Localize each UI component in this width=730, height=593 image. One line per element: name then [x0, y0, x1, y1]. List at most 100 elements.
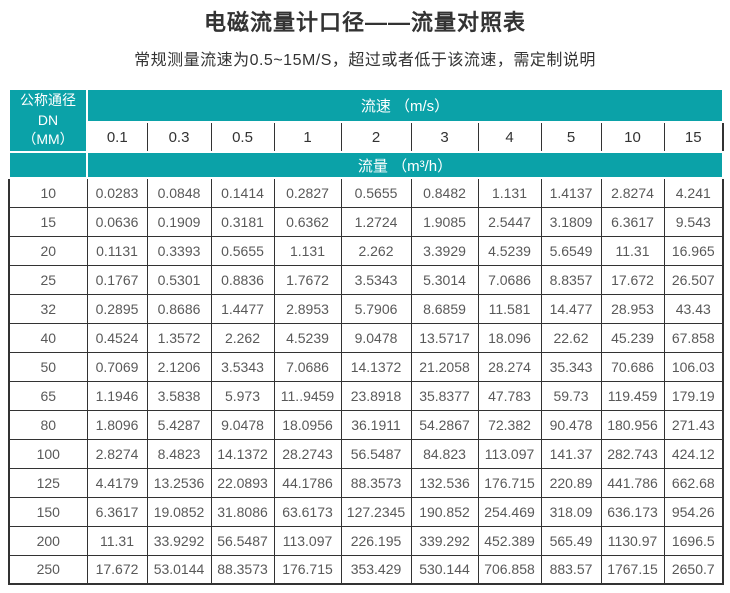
dn-cell: 15: [8, 206, 88, 237]
flow-value-cell: 14.1372: [340, 351, 412, 382]
table-row: 80 1.8096 5.4287 9.0478 18.0956 36.1911 54.286…: [8, 409, 724, 440]
table-row: 100 2.8274 8.4823 14.1372 28.2743 56.5487 84.8…: [8, 438, 724, 469]
flow-value-cell: 14.477: [540, 293, 602, 324]
flow-value-cell: 3.5343: [210, 351, 275, 382]
flow-value-cell: 1.3572: [146, 322, 212, 353]
flow-value-cell: 6.3617: [86, 496, 148, 527]
flow-value-cell: 4.4179: [86, 467, 148, 498]
flow-value-cell: 0.3181: [210, 206, 275, 237]
flow-value-cell: 1130.97: [600, 525, 665, 556]
flow-value-cell: 9.0478: [340, 322, 412, 353]
dn-cell: 50: [8, 351, 88, 382]
dn-cell: 65: [8, 380, 88, 411]
flow-value-cell: 0.5655: [340, 177, 412, 208]
table-row: 125 4.4179 13.2536 22.0893 44.1786 88.3573 132…: [8, 467, 724, 498]
flow-value-cell: 63.6173: [273, 496, 342, 527]
flow-value-cell: 1.1946: [86, 380, 148, 411]
flow-value-cell: 33.9292: [146, 525, 212, 556]
flow-value-cell: 2.262: [340, 235, 412, 266]
flow-value-cell: 113.097: [273, 525, 342, 556]
flow-value-cell: 282.743: [600, 438, 665, 469]
flow-value-cell: 1767.15: [600, 554, 665, 585]
velocity-value-header: 5: [540, 121, 602, 153]
flow-value-cell: 7.0686: [273, 351, 342, 382]
flow-value-cell: 254.469: [477, 496, 542, 527]
flow-value-cell: 28.274: [477, 351, 542, 382]
flow-value-cell: 2650.7: [663, 554, 724, 585]
flow-value-cell: 2.8953: [273, 293, 342, 324]
table-row: 15 0.0636 0.1909 0.3181 0.6362 1.2724 1.9085 2.…: [8, 206, 724, 237]
flow-value-cell: 0.6362: [273, 206, 342, 237]
corner-header-line1: 公称通径DN: [20, 92, 76, 128]
flow-value-cell: 3.5343: [340, 264, 412, 295]
dn-cell: 10: [8, 177, 88, 208]
flow-value-cell: 18.096: [477, 322, 542, 353]
flow-value-cell: 5.973: [210, 380, 275, 411]
flow-value-cell: 23.8918: [340, 380, 412, 411]
table-row: 150 6.3617 19.0852 31.8086 63.6173 127.2345 19…: [8, 496, 724, 527]
flow-value-cell: 0.1909: [146, 206, 212, 237]
flow-value-cell: 18.0956: [273, 409, 342, 440]
flow-value-cell: 119.459: [600, 380, 665, 411]
flow-value-cell: 88.3573: [210, 554, 275, 585]
flow-value-cell: 4.5239: [477, 235, 542, 266]
flow-value-cell: 636.173: [600, 496, 665, 527]
flow-value-cell: 441.786: [600, 467, 665, 498]
flow-value-cell: 11.31: [86, 525, 148, 556]
table-row: 250 17.672 53.0144 88.3573 176.715 353.429 530…: [8, 554, 724, 585]
flow-value-cell: 1.7672: [273, 264, 342, 295]
flow-value-cell: 11.31: [600, 235, 665, 266]
flow-value-cell: 17.672: [600, 264, 665, 295]
flow-value-cell: 9.0478: [210, 409, 275, 440]
flow-value-cell: 1.4477: [210, 293, 275, 324]
flow-value-cell: 2.8274: [86, 438, 148, 469]
flow-value-cell: 5.7906: [340, 293, 412, 324]
flow-value-cell: 1.2724: [340, 206, 412, 237]
flow-value-cell: 220.89: [540, 467, 602, 498]
flow-value-cell: 1.4137: [540, 177, 602, 208]
table-row: 50 0.7069 2.1206 3.5343 7.0686 14.1372 21.2058…: [8, 351, 724, 382]
flow-value-cell: 190.852: [410, 496, 479, 527]
flow-value-cell: 8.8357: [540, 264, 602, 295]
flow-corner-empty-cell: [8, 151, 88, 179]
flow-value-cell: 5.4287: [146, 409, 212, 440]
flow-value-cell: 88.3573: [340, 467, 412, 498]
flow-value-cell: 452.389: [477, 525, 542, 556]
velocity-value-header: 0.1: [86, 121, 148, 153]
flow-value-cell: 318.09: [540, 496, 602, 527]
flow-value-cell: 0.3393: [146, 235, 212, 266]
table-row: 32 0.2895 0.8686 1.4477 2.8953 5.7906 8.6859 11…: [8, 293, 724, 324]
flow-value-cell: 0.0636: [86, 206, 148, 237]
flow-value-cell: 22.62: [540, 322, 602, 353]
velocity-value-header: 3: [410, 121, 479, 153]
flow-value-cell: 21.2058: [410, 351, 479, 382]
flow-value-cell: 0.1767: [86, 264, 148, 295]
flow-table-body: 10 0.0283 0.0848 0.1414 0.2827 0.5655 0.8482 1.…: [8, 177, 724, 585]
flow-value-cell: 1696.5: [663, 525, 724, 556]
flow-value-cell: 19.0852: [146, 496, 212, 527]
flow-value-cell: 5.3014: [410, 264, 479, 295]
flow-value-cell: 0.8836: [210, 264, 275, 295]
dn-cell: 100: [8, 438, 88, 469]
velocity-value-header: 1: [273, 121, 342, 153]
flow-value-cell: 179.19: [663, 380, 724, 411]
flow-value-cell: 13.2536: [146, 467, 212, 498]
flow-value-cell: 530.144: [410, 554, 479, 585]
table-row: 40 0.4524 1.3572 2.262 4.5239 9.0478 13.5717 18…: [8, 322, 724, 353]
velocity-value-header: 0.5: [210, 121, 275, 153]
flow-value-cell: 35.343: [540, 351, 602, 382]
flow-value-cell: 0.8482: [410, 177, 479, 208]
flow-value-cell: 8.6859: [410, 293, 479, 324]
flow-value-cell: 1.9085: [410, 206, 479, 237]
flow-value-cell: 706.858: [477, 554, 542, 585]
flow-value-cell: 132.536: [410, 467, 479, 498]
dn-cell: 20: [8, 235, 88, 266]
velocity-group-row: 公称通径DN （MM） 流速 （m/s）: [8, 88, 725, 153]
flow-value-cell: 16.965: [663, 235, 724, 266]
flow-value-cell: 271.43: [663, 409, 724, 440]
velocity-value-header: 2: [340, 121, 412, 153]
page-title: 电磁流量计口径——流量对照表: [203, 10, 526, 35]
flow-value-cell: 1.8096: [86, 409, 148, 440]
flow-value-cell: 2.8274: [600, 177, 665, 208]
flow-value-cell: 53.0144: [146, 554, 212, 585]
